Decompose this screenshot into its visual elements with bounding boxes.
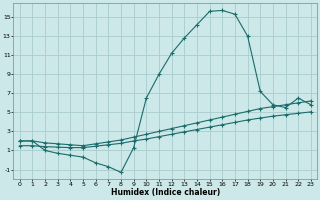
X-axis label: Humidex (Indice chaleur): Humidex (Indice chaleur) <box>111 188 220 197</box>
